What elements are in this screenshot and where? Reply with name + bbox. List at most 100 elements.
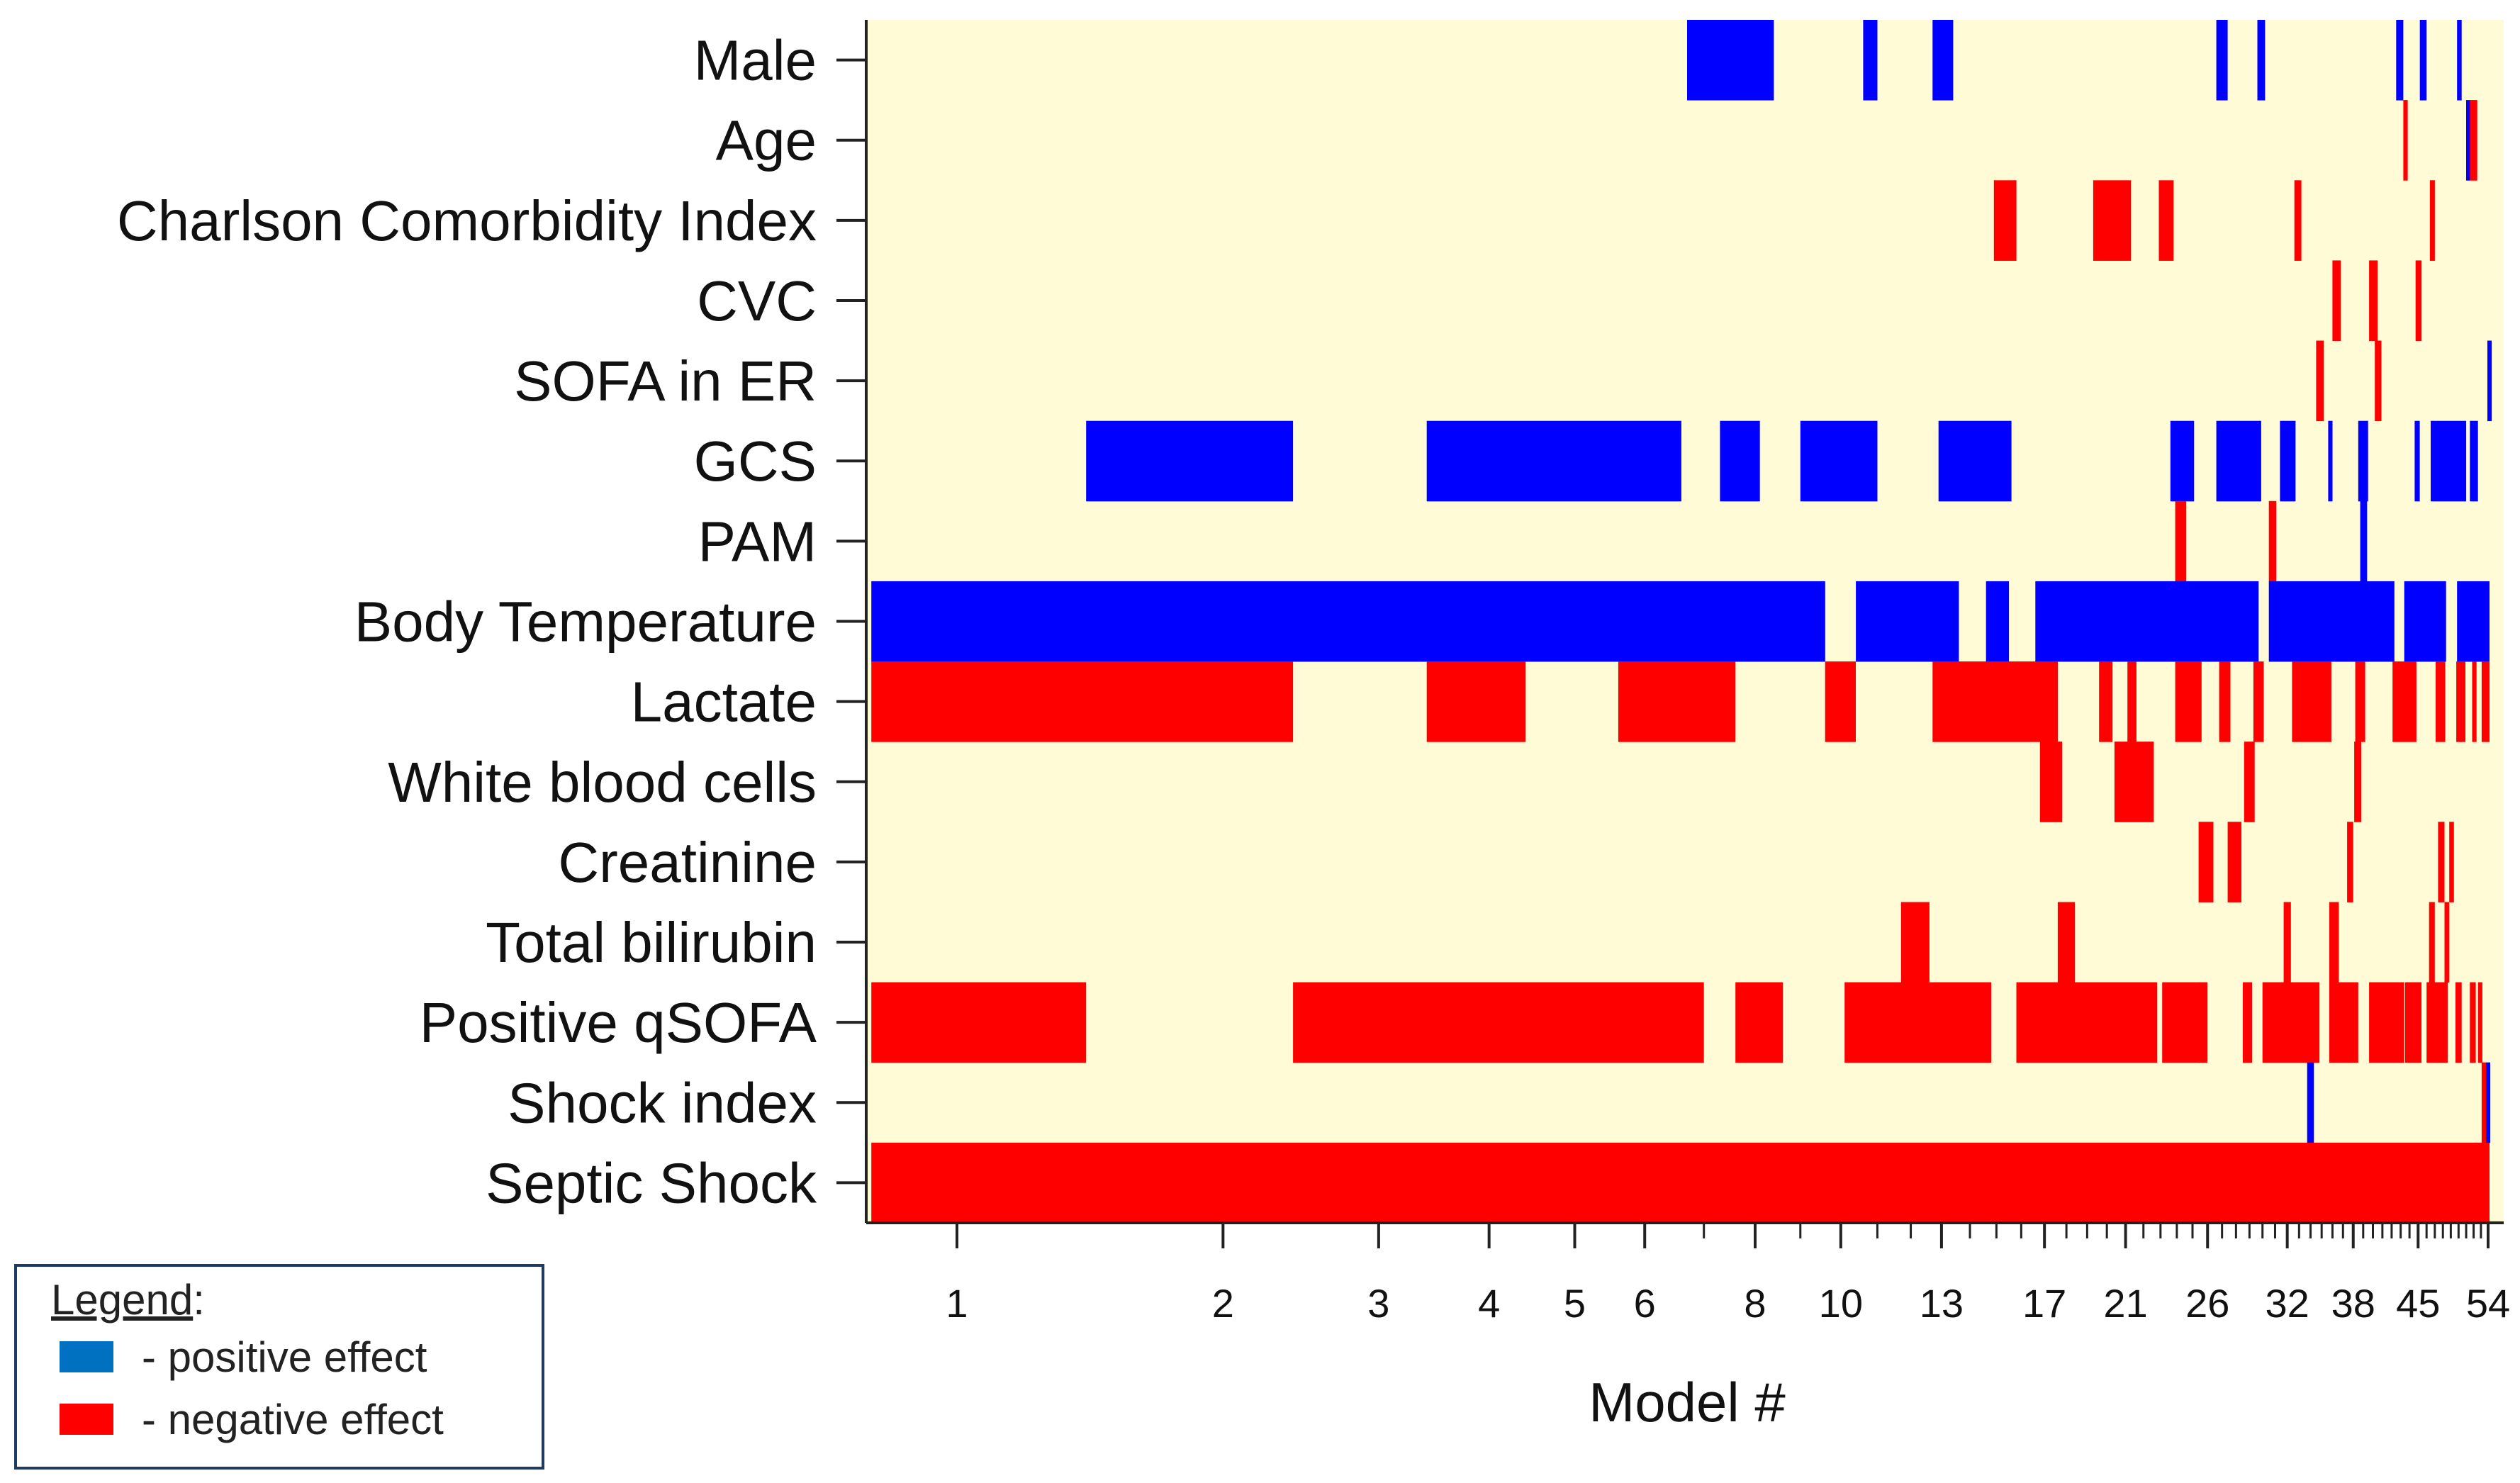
cell-charlson-comorbidity-index-4 bbox=[2429, 180, 2435, 261]
cell-lactate-10 bbox=[2292, 661, 2331, 742]
cell-male-7 bbox=[2457, 20, 2462, 101]
cell-positive-qsofa-0 bbox=[871, 982, 1087, 1063]
x-tick-label: 54 bbox=[2466, 1281, 2510, 1326]
cell-lactate-6 bbox=[2127, 661, 2137, 742]
cell-gcs-2 bbox=[1720, 420, 1760, 502]
cell-gcs-1 bbox=[1426, 420, 1681, 502]
cell-creatinine-1 bbox=[2227, 822, 2241, 902]
cell-lactate-2 bbox=[1618, 661, 1736, 742]
cell-sofa-in-er-1 bbox=[2375, 340, 2382, 422]
legend: Legend: - positive effect - negative eff… bbox=[14, 1264, 544, 1470]
cell-charlson-comorbidity-index-2 bbox=[2158, 180, 2174, 261]
cell-sofa-in-er-2 bbox=[2487, 340, 2492, 422]
cell-lactate-16 bbox=[2481, 661, 2490, 742]
cell-positive-qsofa-2 bbox=[1735, 982, 1783, 1063]
row-label: PAM bbox=[698, 510, 817, 573]
x-tick-label: 8 bbox=[1744, 1281, 1766, 1326]
legend-item-positive: - positive effect bbox=[60, 1332, 427, 1382]
cell-age-1 bbox=[2466, 100, 2470, 181]
cell-total-bilirubin-0 bbox=[1900, 902, 1930, 983]
cell-body-temperature-6 bbox=[2457, 581, 2490, 662]
x-tick-label: 13 bbox=[1920, 1281, 1964, 1326]
cell-gcs-5 bbox=[2170, 420, 2195, 502]
cell-positive-qsofa-5 bbox=[2162, 982, 2200, 1063]
cell-male-6 bbox=[2419, 20, 2427, 101]
cell-lactate-1 bbox=[1426, 661, 1526, 742]
cell-gcs-3 bbox=[1800, 420, 1878, 502]
cell-male-0 bbox=[1687, 20, 1774, 101]
cell-gcs-8 bbox=[2328, 420, 2333, 502]
cell-septic-shock-0 bbox=[871, 1142, 2490, 1224]
cell-cvc-0 bbox=[2332, 260, 2341, 341]
cell-shock-index-1 bbox=[2481, 1062, 2486, 1143]
cell-gcs-7 bbox=[2280, 420, 2296, 502]
cell-body-temperature-3 bbox=[2035, 581, 2259, 662]
cell-body-temperature-5 bbox=[2404, 581, 2446, 662]
legend-item-negative: - negative effect bbox=[60, 1394, 444, 1444]
cell-body-temperature-0 bbox=[871, 581, 1825, 662]
cell-total-bilirubin-3 bbox=[2329, 902, 2339, 983]
row-label: Charlson Comorbidity Index bbox=[117, 189, 817, 252]
x-tick-label: 26 bbox=[2185, 1281, 2229, 1326]
cell-body-temperature-4 bbox=[2268, 581, 2395, 662]
x-tick-label: 45 bbox=[2396, 1281, 2440, 1326]
cell-creatinine-3 bbox=[2438, 822, 2445, 902]
cell-male-3 bbox=[2216, 20, 2228, 101]
cell-positive-qsofa-15 bbox=[2477, 982, 2482, 1063]
cell-white-blood-cells-0 bbox=[2039, 742, 2063, 822]
x-tick-label: 5 bbox=[1564, 1281, 1586, 1326]
row-label: Creatinine bbox=[558, 831, 817, 894]
cell-gcs-10 bbox=[2414, 420, 2420, 502]
row-labels: Male Age Charlson Comorbidity Index CVC SOFA… bbox=[117, 29, 817, 1215]
x-tick-label: 21 bbox=[2103, 1281, 2147, 1326]
row-label: Age bbox=[716, 109, 817, 172]
cell-positive-qsofa-1 bbox=[1293, 982, 1704, 1063]
row-label: White blood cells bbox=[388, 751, 817, 814]
cell-gcs-12 bbox=[2470, 420, 2478, 502]
row-label: Body Temperature bbox=[354, 591, 817, 654]
cell-pam-1 bbox=[2268, 500, 2277, 582]
cell-lactate-14 bbox=[2456, 661, 2465, 742]
cell-pam-0 bbox=[2175, 500, 2187, 582]
cell-lactate-4 bbox=[1932, 661, 2058, 742]
axes bbox=[836, 20, 2504, 1248]
cell-positive-qsofa-10 bbox=[2369, 982, 2404, 1063]
cell-lactate-13 bbox=[2436, 661, 2446, 742]
cell-lactate-15 bbox=[2472, 661, 2477, 742]
cell-male-1 bbox=[1863, 20, 1878, 101]
x-tick-label: 1 bbox=[946, 1281, 968, 1326]
cell-sofa-in-er-0 bbox=[2316, 340, 2324, 422]
cell-creatinine-2 bbox=[2347, 822, 2353, 902]
cell-white-blood-cells-3 bbox=[2354, 742, 2361, 822]
cell-lactate-9 bbox=[2253, 661, 2264, 742]
row-label: CVC bbox=[697, 269, 817, 332]
cell-body-temperature-1 bbox=[1856, 581, 1959, 662]
x-tick-labels: 1 2 3 4 5 6 8 10 13 17 21 26 32 38 45 54 bbox=[946, 1281, 2510, 1326]
cell-gcs-0 bbox=[1086, 420, 1294, 502]
x-tick-label: 32 bbox=[2266, 1281, 2309, 1326]
cell-total-bilirubin-4 bbox=[2429, 902, 2435, 983]
row-label: Positive qSOFA bbox=[420, 991, 817, 1054]
x-tick-label: 4 bbox=[1478, 1281, 1500, 1326]
heatmap-cells bbox=[871, 20, 2492, 1224]
cell-body-temperature-2 bbox=[1986, 581, 2010, 662]
legend-positive-label: - positive effect bbox=[142, 1333, 427, 1381]
x-tick-label: 3 bbox=[1367, 1281, 1389, 1326]
row-label: GCS bbox=[694, 430, 817, 493]
cell-lactate-7 bbox=[2175, 661, 2202, 742]
cell-age-2 bbox=[2470, 100, 2477, 181]
x-tick-label: 2 bbox=[1212, 1281, 1234, 1326]
cell-gcs-11 bbox=[2431, 420, 2466, 502]
cell-positive-qsofa-13 bbox=[2455, 982, 2462, 1063]
row-label: Male bbox=[694, 29, 817, 92]
cell-male-5 bbox=[2396, 20, 2404, 101]
cell-positive-qsofa-14 bbox=[2470, 982, 2476, 1063]
cell-positive-qsofa-8 bbox=[2262, 982, 2320, 1063]
x-tick-label: 17 bbox=[2022, 1281, 2066, 1326]
row-label: Total bilirubin bbox=[486, 911, 817, 974]
cell-shock-index-2 bbox=[2486, 1062, 2490, 1143]
cell-white-blood-cells-2 bbox=[2244, 742, 2255, 822]
legend-title: Legend: bbox=[51, 1275, 205, 1324]
cell-gcs-9 bbox=[2358, 420, 2368, 502]
